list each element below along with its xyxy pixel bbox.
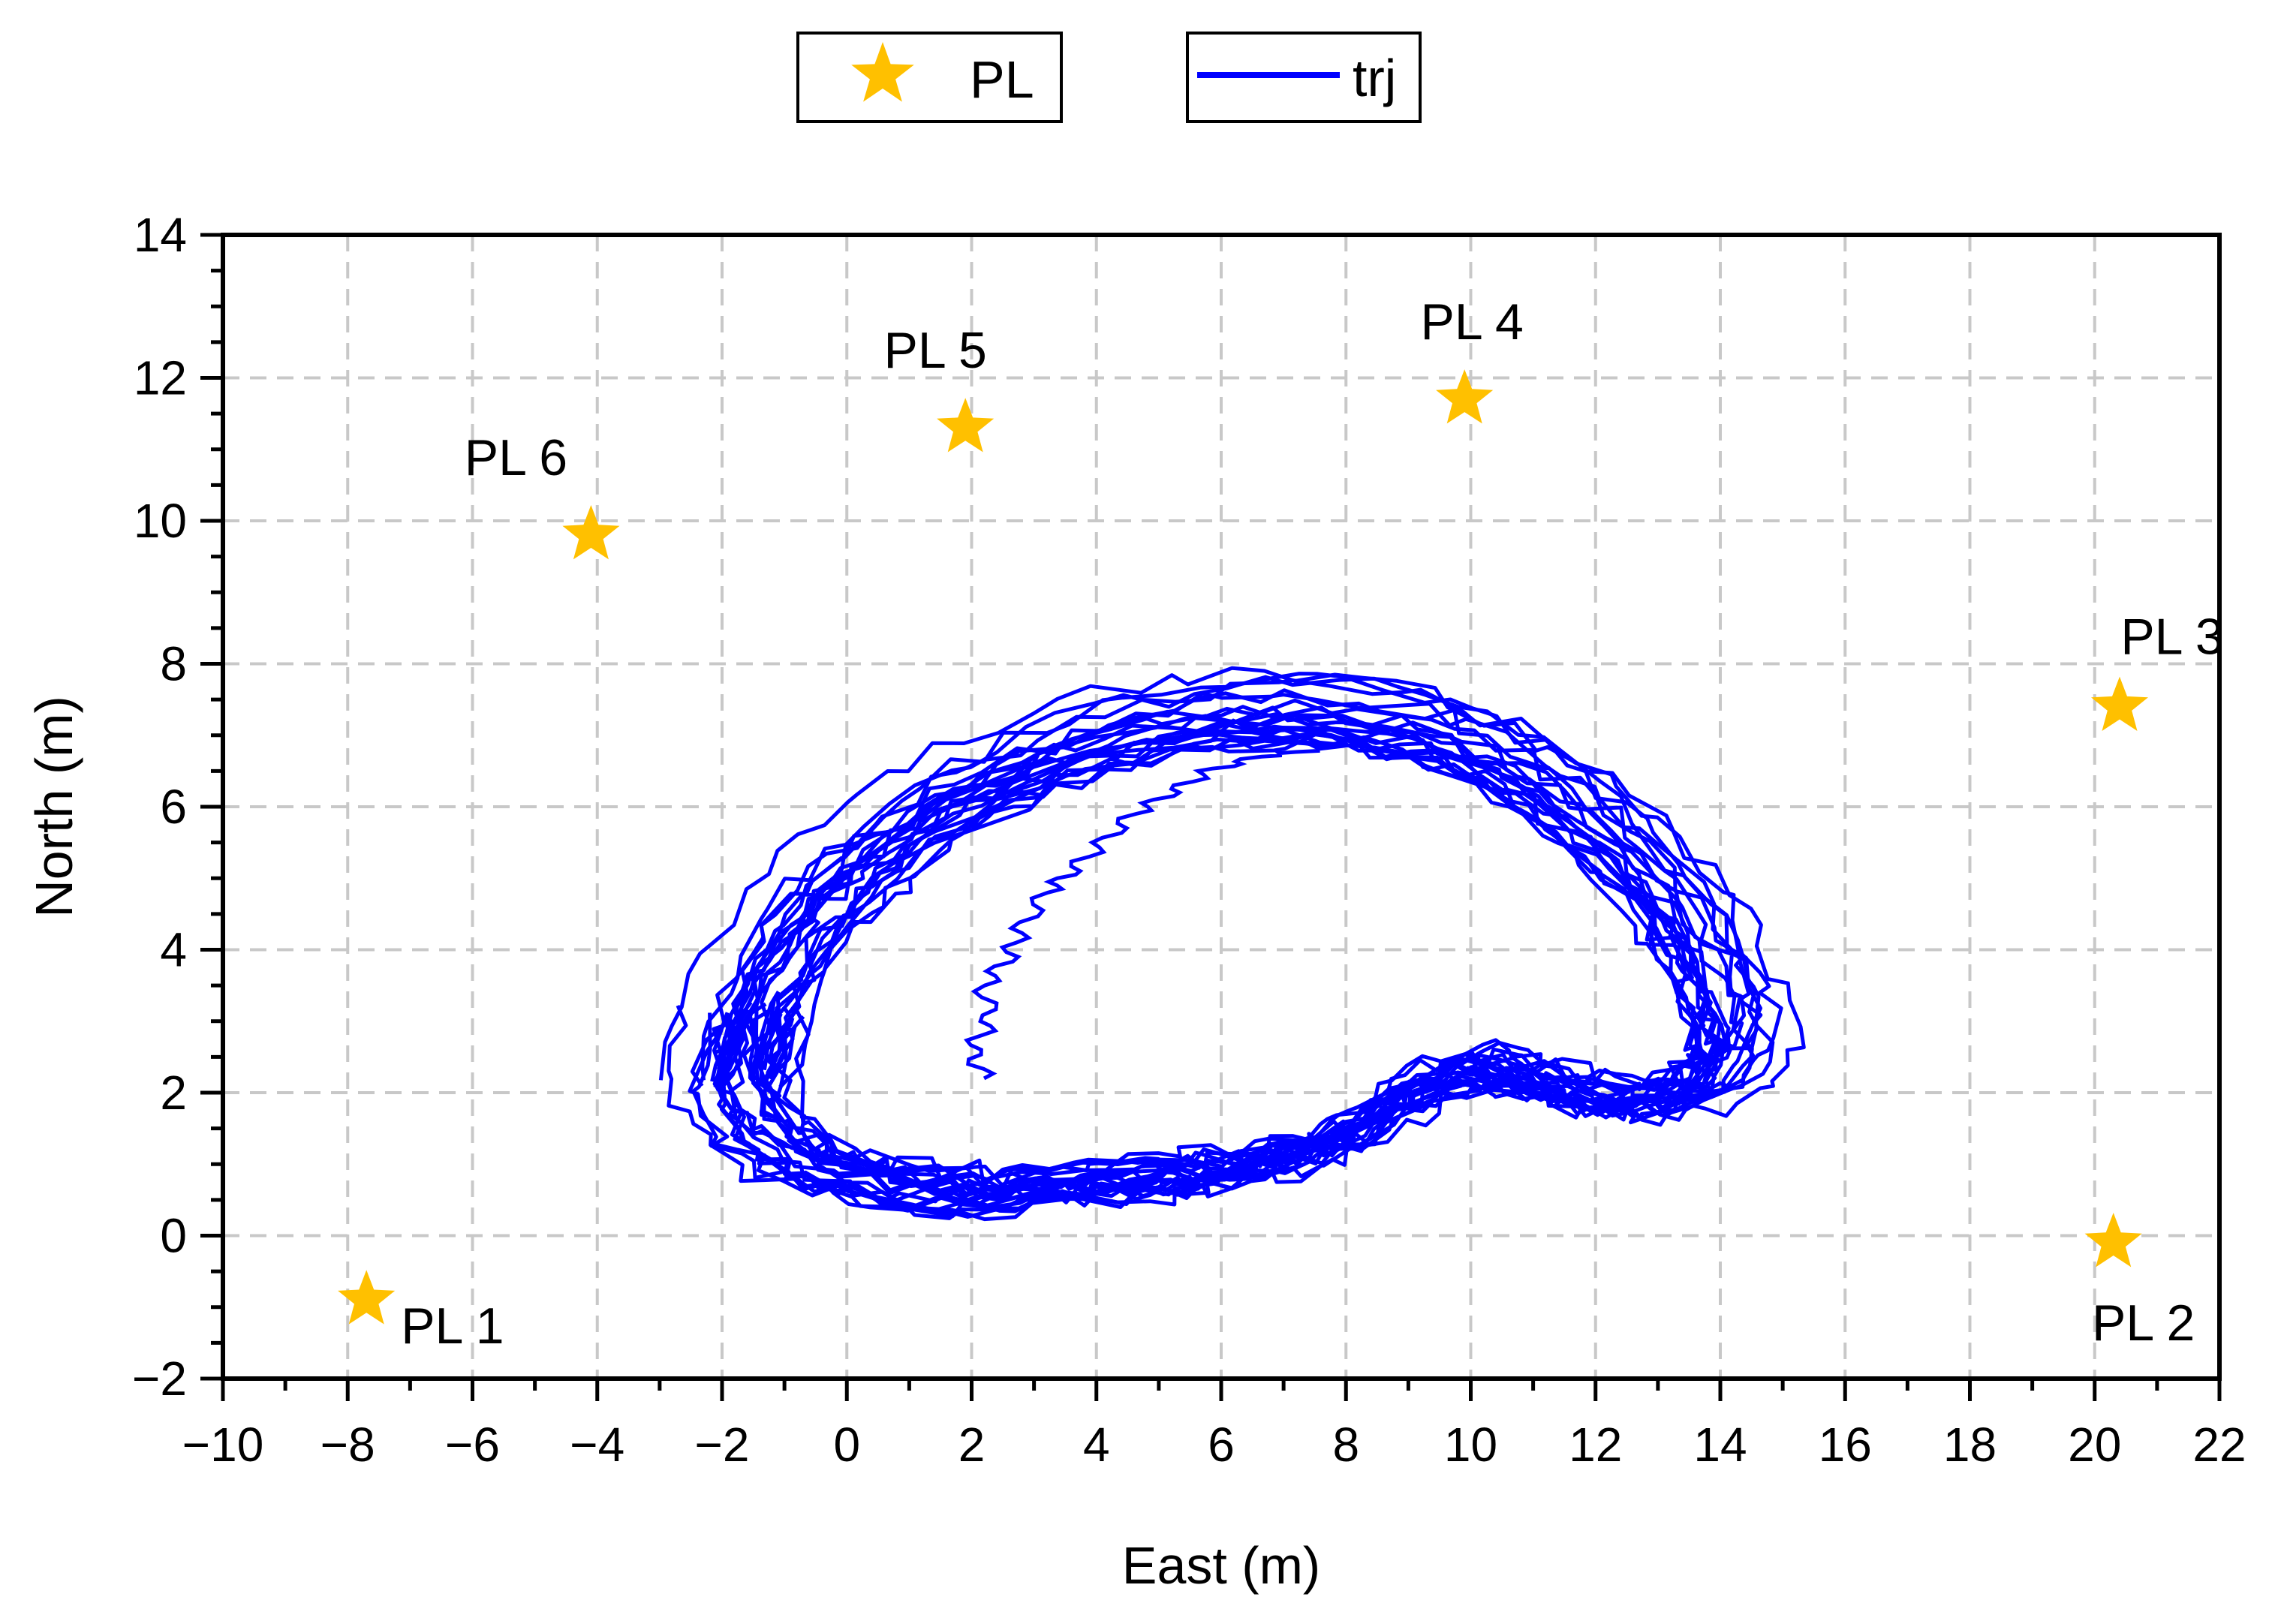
x-tick-label: −10 bbox=[182, 1418, 264, 1472]
x-tick-label: 4 bbox=[1083, 1418, 1110, 1472]
pl-star-marker bbox=[937, 398, 995, 453]
pl-label: PL 2 bbox=[2092, 1295, 2195, 1352]
x-tick-label: 16 bbox=[1819, 1418, 1872, 1472]
pl-label: PL 6 bbox=[465, 429, 567, 486]
pl-star-marker bbox=[338, 1270, 396, 1325]
trajectory-series bbox=[658, 666, 1806, 1222]
x-tick-label: 14 bbox=[1693, 1418, 1747, 1472]
y-tick-label: 0 bbox=[160, 1209, 187, 1263]
legend-label-trj: trj bbox=[1353, 49, 1396, 107]
pl-label: PL 1 bbox=[401, 1298, 504, 1355]
pl-markers: PL 1 PL 2 PL 3 PL 4 PL 5 PL 6 bbox=[338, 293, 2224, 1355]
y-tick-label: 10 bbox=[134, 494, 187, 548]
pl-star-marker bbox=[562, 505, 620, 560]
x-tick-label: −2 bbox=[695, 1418, 750, 1472]
x-tick-label: 22 bbox=[2192, 1418, 2246, 1472]
trajectory-loop bbox=[722, 728, 1705, 1207]
y-tick-label: 8 bbox=[160, 637, 187, 691]
pl-star-marker bbox=[1436, 369, 1494, 424]
x-tick-label: −4 bbox=[570, 1418, 624, 1472]
x-tick-label: 0 bbox=[833, 1418, 860, 1472]
trajectory-loop bbox=[688, 675, 1806, 1222]
y-tick-label: 14 bbox=[134, 208, 187, 262]
x-tick-label: −8 bbox=[320, 1418, 375, 1472]
y-axis-title: North (m) bbox=[25, 696, 83, 918]
x-axis-title: East (m) bbox=[1122, 1536, 1320, 1595]
x-tick-label: 10 bbox=[1444, 1418, 1497, 1472]
star-icon bbox=[851, 42, 914, 102]
trajectory-loop bbox=[716, 678, 1783, 1197]
y-tick-label: 4 bbox=[160, 923, 187, 977]
legend-box-pl bbox=[796, 32, 1063, 123]
pl-label: PL 4 bbox=[1421, 293, 1524, 350]
y-tick-label: 2 bbox=[160, 1066, 187, 1120]
x-tick-label: 6 bbox=[1208, 1418, 1235, 1472]
legend-label-pl: PL bbox=[970, 50, 1034, 109]
trajectory-loop bbox=[720, 691, 1763, 1199]
x-tick-label: 12 bbox=[1569, 1418, 1622, 1472]
y-tick-label: 6 bbox=[160, 780, 187, 834]
x-tick-label: −6 bbox=[445, 1418, 500, 1472]
trajectory-loop bbox=[658, 666, 1760, 1213]
y-tick-label: 12 bbox=[134, 351, 187, 405]
y-tick-label: −2 bbox=[132, 1352, 187, 1406]
x-tick-label: 2 bbox=[958, 1418, 986, 1472]
x-tick-label: 20 bbox=[2068, 1418, 2121, 1472]
pl-star-marker bbox=[2091, 676, 2148, 731]
pl-label: PL 3 bbox=[2120, 609, 2223, 666]
x-tick-label: 18 bbox=[1943, 1418, 1997, 1472]
trajectory-inner-path bbox=[964, 748, 1320, 1081]
axis-ticks: −10 −8 −6 −4 −2 0 2 4 6 8 10 12 14 16 18 20 22 −2 0 2 4 6 8 10 1… bbox=[132, 208, 2246, 1472]
trajectory-loop bbox=[710, 713, 1721, 1210]
pl-star-marker bbox=[2084, 1213, 2142, 1268]
legend: PL trj bbox=[796, 32, 1422, 123]
grid-lines bbox=[223, 235, 2219, 1379]
pl-label: PL 5 bbox=[884, 322, 987, 379]
x-tick-label: 8 bbox=[1332, 1418, 1359, 1472]
